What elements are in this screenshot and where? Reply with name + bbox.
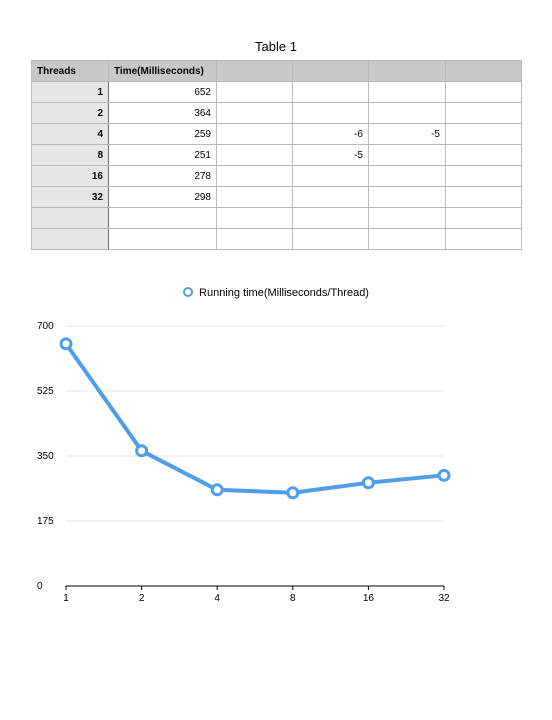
table-row [31,228,522,250]
row-header-cell: 8 [31,144,109,166]
row-header-cell: 32 [31,186,109,208]
y-tick-label: 175 [37,516,54,527]
data-point [135,444,149,458]
row-header-cell: 4 [31,123,109,145]
header-threads: Threads [31,60,109,82]
table-title: Table 1 [255,39,297,54]
series-line [64,341,446,495]
row-header-cell: 2 [31,102,109,124]
legend-label: Running time(Milliseconds/Thread) [199,287,369,299]
y-tick-label: 525 [37,386,54,397]
x-tick-label: 1 [63,593,69,604]
table-row: 16 278 [31,165,522,187]
legend-marker-icon [183,287,194,298]
data-point [437,468,451,482]
chart-legend: Running time(Milliseconds/Thread) [0,287,552,299]
header-cell [292,60,369,82]
x-tick-label: 2 [139,593,145,604]
data-table: Threads Time(Milliseconds) 1 652 2 364 4 259-… [31,60,522,250]
data-point [286,486,300,500]
table-header-row: Threads Time(Milliseconds) [31,60,522,82]
table-cell [445,228,522,250]
data-point [210,483,224,497]
row-header-cell: 1 [31,81,109,103]
data-point [361,476,375,490]
x-tick-label: 32 [438,593,450,604]
x-tick-label: 16 [363,593,375,604]
x-tick-label: 8 [290,593,296,604]
data-point [59,337,73,351]
row-header-cell [31,228,109,250]
y-tick-label: 0 [37,581,43,592]
y-tick-label: 350 [37,451,54,462]
x-tick-label: 4 [214,593,220,604]
table-row: 1 652 [31,81,522,103]
header-cell [445,60,522,82]
table-row: 8 251 -5 [31,144,522,166]
table-row: 2 364 [31,102,522,124]
header-cell [368,60,446,82]
y-tick-label: 700 [37,321,54,332]
header-time: Time(Milliseconds) [108,60,217,82]
